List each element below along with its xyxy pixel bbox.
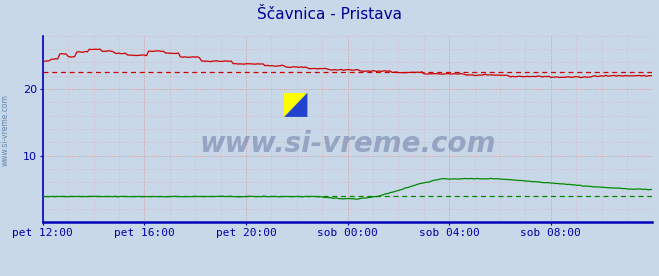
Text: www.si-vreme.com: www.si-vreme.com <box>200 130 496 158</box>
Text: www.si-vreme.com: www.si-vreme.com <box>1 94 10 166</box>
Polygon shape <box>284 93 307 117</box>
Text: Ščavnica - Pristava: Ščavnica - Pristava <box>257 7 402 22</box>
Polygon shape <box>284 93 307 117</box>
